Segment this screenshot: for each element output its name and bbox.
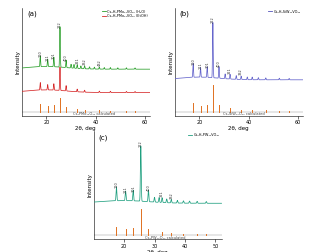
Text: Cs₃PMo₁₂O₄₀ calculated: Cs₃PMo₁₂O₄₀ calculated xyxy=(73,112,115,116)
Text: 321: 321 xyxy=(160,191,164,197)
Text: 211: 211 xyxy=(124,186,128,193)
Text: 400: 400 xyxy=(64,54,68,61)
Text: 332: 332 xyxy=(239,69,243,75)
Text: 301: 301 xyxy=(131,185,135,192)
Legend: Cs₂H₆PMo₁₁VO₄₀ (H₂O), Cs₂H₆PMo₁₁VO₄₀ (EtOH): Cs₂H₆PMo₁₁VO₄₀ (H₂O), Cs₂H₆PMo₁₁VO₄₀ (Et… xyxy=(101,9,148,18)
Text: 110: 110 xyxy=(38,51,42,57)
Text: (c): (c) xyxy=(99,134,108,141)
Y-axis label: Intensity: Intensity xyxy=(16,50,21,74)
Text: 110: 110 xyxy=(115,182,119,188)
Text: 321: 321 xyxy=(228,67,232,74)
Text: Cs₃SiW₁₂O₄₀ calculated: Cs₃SiW₁₂O₄₀ calculated xyxy=(223,112,265,116)
Text: Cs₃PW₁₂O₄₀ calculated: Cs₃PW₁₂O₄₀ calculated xyxy=(145,236,185,240)
Text: 222: 222 xyxy=(211,17,215,23)
Legend: Cs₂H₆PW₁₁VO₄₀: Cs₂H₆PW₁₁VO₄₀ xyxy=(188,133,220,138)
Text: 332: 332 xyxy=(83,58,86,65)
Text: (a): (a) xyxy=(27,11,37,17)
Text: 222: 222 xyxy=(139,140,143,147)
Text: 432: 432 xyxy=(97,59,101,66)
Text: (b): (b) xyxy=(180,11,190,17)
Text: 222: 222 xyxy=(58,21,62,28)
Legend: Cs₂H₆SiW₁₁VO₄₀: Cs₂H₆SiW₁₁VO₄₀ xyxy=(268,9,301,14)
Text: 301: 301 xyxy=(205,61,209,68)
Text: 400: 400 xyxy=(146,184,150,191)
X-axis label: 2θ, deg: 2θ, deg xyxy=(147,250,168,252)
Y-axis label: Intensity: Intensity xyxy=(87,173,92,197)
Text: 211: 211 xyxy=(198,62,202,69)
Text: 110: 110 xyxy=(191,58,195,65)
Text: 332: 332 xyxy=(169,192,173,199)
Text: 400: 400 xyxy=(217,60,221,67)
Text: 301: 301 xyxy=(52,52,56,58)
Text: 321: 321 xyxy=(75,58,79,65)
X-axis label: 2θ, deg: 2θ, deg xyxy=(76,127,96,132)
Y-axis label: Intensity: Intensity xyxy=(168,50,173,74)
Text: 211: 211 xyxy=(46,54,50,61)
X-axis label: 2θ, deg: 2θ, deg xyxy=(228,127,249,132)
